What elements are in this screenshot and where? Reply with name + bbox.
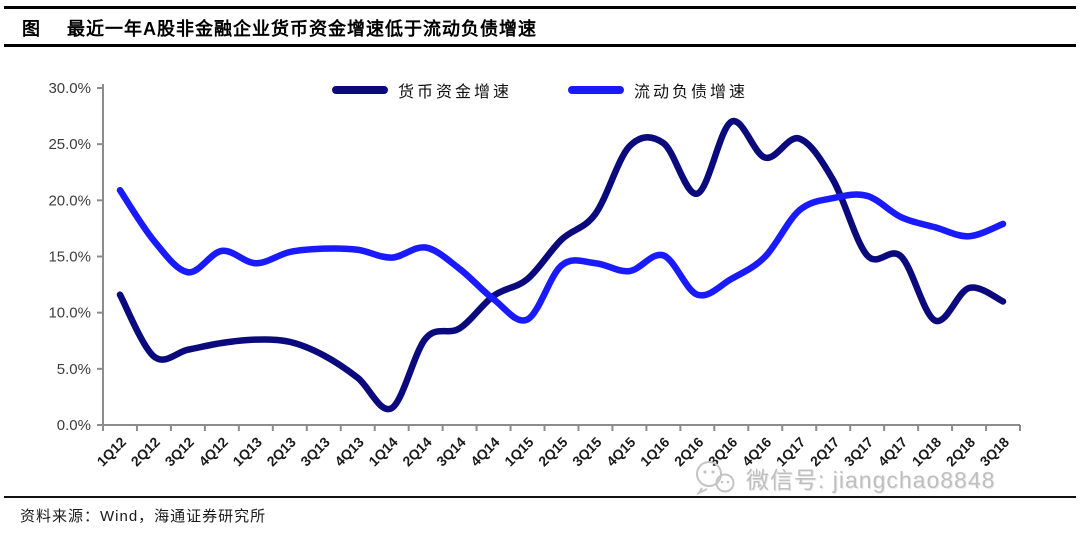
legend-item-money-growth: 货币资金增速 <box>331 78 512 102</box>
x-tick-label: 1Q14 <box>365 434 401 470</box>
x-tick-label: 1Q13 <box>229 434 265 470</box>
y-tick-label: 30.0% <box>48 80 91 97</box>
x-tick-label: 1Q15 <box>501 434 537 470</box>
chart-legend: 货币资金增速 流动负债增速 <box>0 78 1080 102</box>
x-tick-label: 3Q14 <box>433 434 469 470</box>
figure-title: 图 最近一年A股非金融企业货币资金增速低于流动负债增速 <box>22 15 537 41</box>
title-divider <box>4 44 1076 47</box>
source-note: 资料来源：Wind，海通证券研究所 <box>20 508 267 525</box>
x-tick-label: 1Q16 <box>637 434 673 470</box>
series-line-0 <box>116 118 1007 413</box>
y-tick-label: 10.0% <box>48 305 91 322</box>
legend-label: 流动负债增速 <box>634 84 749 101</box>
watermark-text: 微信号: jiangchao8848 <box>746 467 996 493</box>
x-tick-label: 1Q12 <box>94 434 130 470</box>
x-tick-label: 2Q12 <box>128 434 164 470</box>
legend-label: 货币资金增速 <box>397 84 512 101</box>
y-tick-label: 5.0% <box>57 361 91 378</box>
x-tick-label: 4Q14 <box>467 434 503 470</box>
figure-label: 图 <box>22 19 41 39</box>
x-tick-label: 4Q12 <box>195 434 231 470</box>
x-tick-label: 3Q12 <box>161 434 197 470</box>
x-tick-label: 2Q13 <box>263 434 299 470</box>
y-tick-label: 0.0% <box>57 417 91 434</box>
x-tick-label: 4Q15 <box>603 434 639 470</box>
y-tick-label: 20.0% <box>48 192 91 209</box>
x-tick-label: 4Q13 <box>331 434 367 470</box>
series-line-1 <box>116 186 1007 324</box>
legend-swatch-blue <box>568 86 624 94</box>
figure-title-text: 最近一年A股非金融企业货币资金增速低于流动负债增速 <box>67 19 537 39</box>
axes <box>97 84 1021 431</box>
x-tick-label: 2Q15 <box>535 434 571 470</box>
top-rule <box>4 6 1076 9</box>
wechat-watermark: 微信号: jiangchao8848 <box>692 458 995 498</box>
legend-item-liability-growth: 流动负债增速 <box>568 78 748 102</box>
footer-divider <box>4 496 1076 498</box>
x-tick-label: 3Q13 <box>297 434 333 470</box>
y-axis-labels: 0.0% 5.0% 10.0% 15.0% 20.0% 25.0% 30.0% <box>48 80 91 434</box>
wechat-icon <box>696 461 735 496</box>
x-tick-label: 2Q14 <box>399 434 435 470</box>
y-tick-label: 25.0% <box>48 136 91 153</box>
x-tick-label: 3Q15 <box>569 434 605 470</box>
legend-swatch-navy <box>331 86 388 94</box>
y-tick-label: 15.0% <box>48 249 91 266</box>
